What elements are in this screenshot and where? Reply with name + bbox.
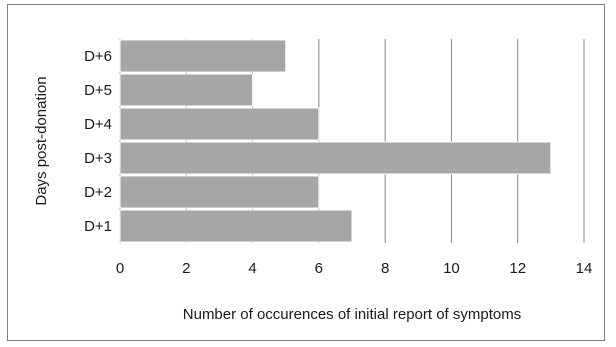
x-tick-labels: 0 2 4 6 8 10 12 14 (116, 260, 593, 277)
y-axis-title: Days post-donation (33, 76, 50, 205)
y-tick-label: D+2 (84, 184, 112, 201)
x-tick-label: 2 (182, 260, 190, 277)
y-tick-label: D+6 (84, 48, 112, 65)
bars (119, 39, 552, 243)
bar-dplus6 (119, 39, 287, 73)
x-tick-label: 10 (443, 260, 460, 277)
x-tick-label: 8 (381, 260, 389, 277)
y-tick-label: D+3 (84, 150, 112, 167)
y-tick-label: D+4 (84, 116, 112, 133)
y-tick-label: D+5 (84, 82, 112, 99)
x-tick-label: 4 (248, 260, 256, 277)
bar-dplus2 (119, 175, 320, 209)
x-tick-label: 0 (116, 260, 124, 277)
bar-dplus5 (119, 73, 254, 107)
x-axis-title: Number of occurences of initial report o… (183, 306, 521, 323)
x-tick-label: 6 (315, 260, 323, 277)
y-tick-label: D+1 (84, 218, 112, 235)
bar-dplus1 (119, 209, 353, 243)
bar-dplus3 (119, 141, 552, 175)
bar-dplus4 (119, 107, 320, 141)
grid-lines (119, 39, 585, 243)
x-tick-label: 14 (576, 260, 593, 277)
x-tick-label: 12 (509, 260, 526, 277)
y-tick-labels: D+1 D+2 D+3 D+4 D+5 D+6 (84, 48, 112, 235)
